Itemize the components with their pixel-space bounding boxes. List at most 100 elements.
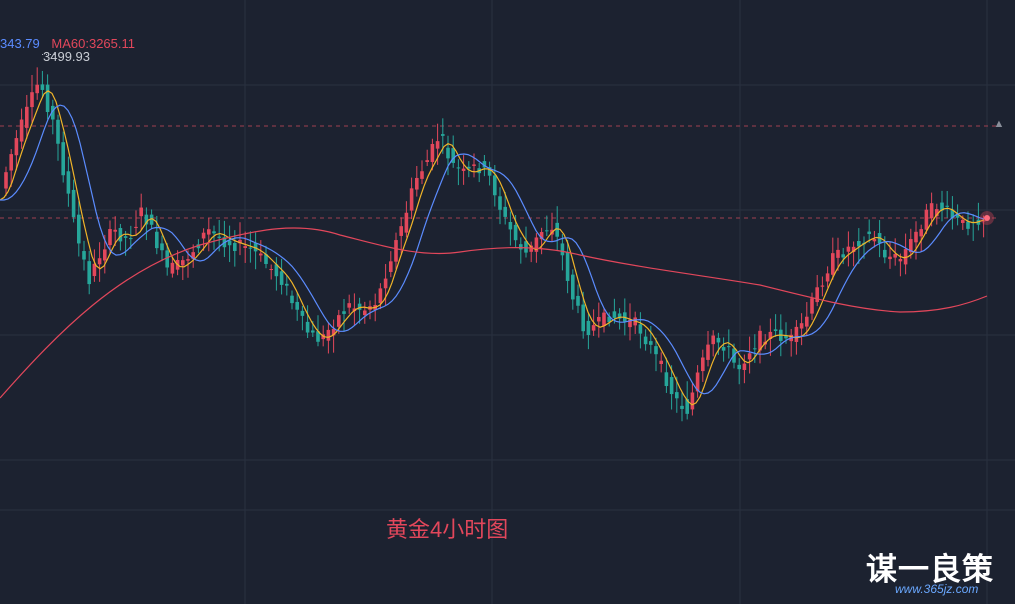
candle-body: [773, 329, 778, 331]
candle-body: [628, 319, 632, 328]
candle-body: [66, 171, 71, 194]
candle-body: [264, 254, 268, 264]
candle-body: [737, 364, 741, 370]
candle-body: [155, 231, 159, 249]
candle-body: [425, 160, 429, 163]
candle-body: [638, 324, 643, 334]
candle-body: [872, 239, 877, 242]
candle-body: [612, 311, 617, 318]
candle-body: [727, 346, 731, 348]
candle-body: [664, 372, 669, 387]
candle-body: [846, 246, 851, 252]
candle-body: [144, 214, 149, 225]
candle-body: [461, 168, 466, 171]
candle-body: [742, 363, 747, 370]
candle-body: [758, 330, 762, 351]
candle-body: [441, 134, 445, 136]
candle-body: [768, 331, 773, 340]
candle-body: [87, 261, 91, 285]
candle-body: [326, 329, 331, 341]
candle-body: [857, 241, 861, 247]
candle-body: [591, 325, 596, 331]
candle-body: [508, 221, 513, 230]
candle-body: [909, 239, 913, 253]
candle-body: [654, 346, 658, 355]
candle-body: [602, 312, 606, 326]
candle-body: [929, 203, 934, 219]
candle-body: [966, 221, 970, 229]
candle-body: [71, 189, 76, 218]
candle-body: [363, 310, 367, 316]
candle-body: [914, 231, 918, 243]
candle-body: [269, 269, 273, 271]
candle-body: [45, 84, 50, 113]
candle-body: [555, 222, 559, 237]
candle-body: [597, 317, 601, 322]
candle-body: [820, 285, 825, 287]
candle-body: [680, 405, 684, 409]
candle-body: [545, 230, 549, 232]
bell-icon[interactable]: ▲: [993, 118, 1005, 130]
candle-body: [97, 258, 102, 265]
brand-logo: 谋一良策: [866, 552, 994, 587]
candle-body: [805, 316, 809, 327]
candle-body: [19, 119, 24, 142]
candle-body: [888, 256, 892, 260]
candle-body: [935, 209, 939, 217]
candle-body: [108, 229, 112, 246]
candle-body: [617, 313, 622, 319]
candle-body: [498, 196, 502, 210]
candle-body: [576, 295, 580, 306]
ma60-value: MA60:3265.11: [51, 36, 135, 51]
current-price-dot: [984, 215, 990, 221]
candle-body: [955, 213, 960, 218]
candle-body: [472, 164, 476, 166]
candle-body: [207, 229, 211, 235]
candle-body: [695, 372, 700, 392]
candle-body: [149, 214, 154, 225]
candle-body: [9, 154, 13, 171]
ma-legend: 343.79 MA60:3265.11: [0, 36, 143, 51]
candle-body: [519, 244, 523, 250]
candle-body: [685, 399, 689, 414]
candle-body: [404, 212, 409, 233]
candle-body: [233, 243, 237, 251]
candle-body: [248, 247, 253, 249]
candle-body: [383, 278, 388, 289]
candle-body: [113, 229, 117, 232]
candle-body: [134, 226, 138, 228]
candle-body: [493, 175, 497, 196]
ma-mid-line: [0, 104, 985, 395]
candle-body: [799, 323, 804, 329]
candle-body: [893, 254, 897, 258]
candle-body: [451, 148, 455, 163]
candle-body: [300, 310, 305, 316]
chart-caption: 黄金4小时图: [386, 517, 509, 542]
candle-body: [716, 337, 721, 343]
candle-body: [305, 321, 310, 333]
candle-body: [409, 188, 414, 211]
ma60-line: [0, 227, 988, 399]
candle-body: [160, 243, 164, 251]
candle-body: [82, 251, 86, 260]
candle-body: [446, 147, 450, 159]
candle-body: [794, 326, 799, 342]
candle-body: [467, 166, 471, 169]
candle-body: [35, 84, 39, 94]
candle-body: [420, 171, 424, 179]
candle-body: [945, 205, 949, 207]
candle-body: [399, 226, 403, 236]
candle-body: [919, 229, 923, 237]
candle-body: [643, 336, 648, 345]
candle-body: [279, 271, 284, 285]
candle-body: [784, 335, 788, 339]
candle-body: [524, 241, 528, 253]
candle-body: [290, 295, 294, 304]
high-price-label: 3499.93: [43, 49, 90, 64]
candle-body: [534, 237, 539, 252]
high-marker-dots: ····: [41, 49, 57, 59]
ma-fast-line: [0, 90, 985, 406]
candle-body: [560, 243, 565, 256]
candle-body: [706, 344, 710, 360]
